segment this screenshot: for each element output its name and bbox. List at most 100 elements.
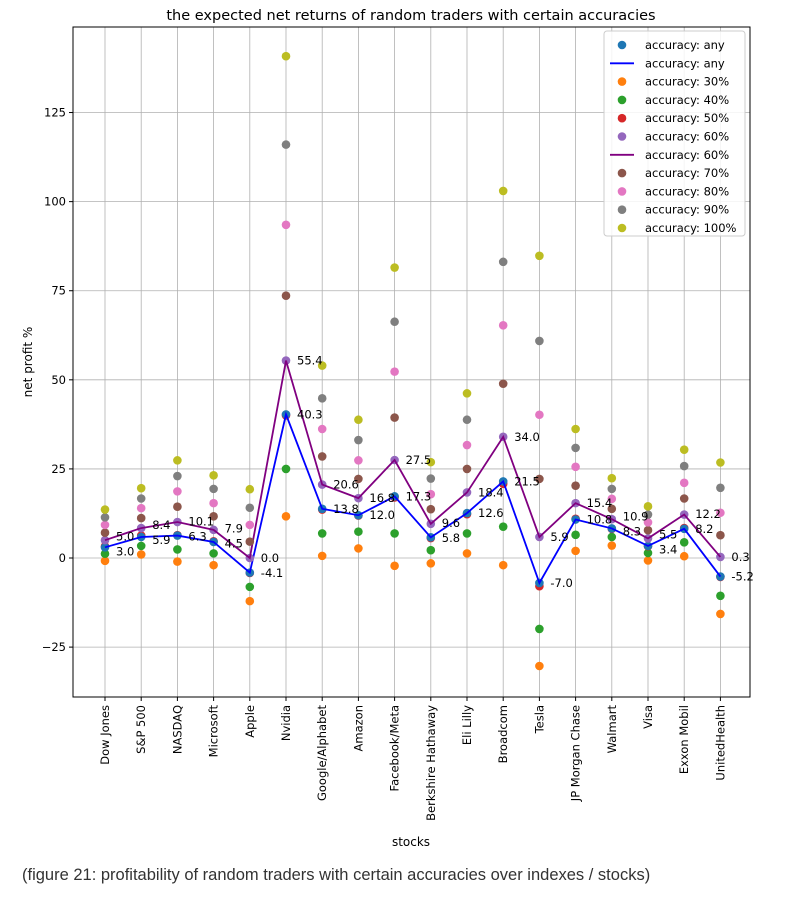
data-point [209, 471, 218, 480]
data-label: 0.0 [261, 551, 279, 565]
data-point [607, 484, 617, 494]
data-point [281, 140, 291, 149]
data-label: 12.2 [695, 507, 721, 521]
data-label: 5.9 [550, 530, 568, 544]
data-point [390, 263, 399, 272]
x-tick-label: Exxon Mobil [677, 705, 691, 774]
series-line [104, 411, 722, 586]
legend-marker-swatch [617, 223, 627, 233]
data-point [426, 457, 436, 467]
data-point [571, 481, 580, 490]
data-label: 3.0 [116, 544, 134, 558]
legend-entry: accuracy: 60% [645, 148, 729, 162]
data-label: 21.5 [514, 474, 540, 488]
data-point [462, 464, 472, 474]
data-point [716, 458, 725, 467]
figure-caption: (figure 21: profitability of random trad… [22, 866, 651, 884]
data-point [607, 504, 617, 514]
data-point [100, 513, 110, 522]
data-point [390, 367, 399, 376]
y-tick-label: 125 [44, 106, 66, 120]
data-label: 12.6 [478, 506, 504, 520]
legend-entry: accuracy: 100% [645, 221, 737, 235]
x-tick-label: Apple [243, 705, 257, 738]
data-point [136, 550, 146, 559]
data-point [607, 494, 617, 504]
data-point [535, 410, 544, 420]
x-axis-label: stocks [392, 835, 430, 849]
grid [73, 27, 750, 697]
data-label: 27.5 [406, 453, 432, 467]
data-label: 10.8 [587, 513, 613, 527]
series-line [104, 360, 722, 560]
x-tick-label: Walmart [605, 705, 619, 754]
x-tick-label: Google/Alphabet [315, 705, 329, 802]
data-label: 5.5 [659, 528, 677, 542]
data-point [245, 596, 255, 606]
data-point [209, 549, 218, 558]
data-point [716, 508, 725, 518]
data-point [281, 220, 291, 230]
data-point [643, 525, 653, 535]
legend-box [603, 30, 746, 237]
data-point [643, 556, 653, 565]
data-label: 20.6 [333, 478, 359, 492]
data-label: 18.4 [478, 485, 504, 499]
legend-entry: accuracy: 50% [645, 111, 729, 125]
data-label: 5.9 [152, 533, 170, 547]
data-point [716, 530, 725, 540]
data-point [426, 474, 436, 483]
x-tick-label: Amazon [351, 705, 365, 751]
data-label: 13.8 [333, 502, 359, 516]
data-point [209, 560, 218, 570]
data-point [390, 561, 399, 571]
x-tick-label: Facebook/Meta [388, 705, 402, 791]
x-tick-label: Visa [641, 705, 655, 729]
data-point [281, 51, 291, 61]
y-tick-label: 75 [51, 284, 66, 298]
data-point [281, 291, 291, 301]
data-label: 7.9 [225, 521, 243, 535]
legend-entry: accuracy: 40% [645, 93, 729, 107]
data-point [173, 456, 182, 465]
data-point [136, 483, 146, 493]
legend-entry: accuracy: 90% [645, 203, 729, 217]
data-point [498, 320, 508, 330]
data-label: 55.4 [297, 354, 323, 368]
data-point [354, 474, 363, 484]
x-tick-label: Eli Lilly [460, 705, 474, 745]
data-point [679, 494, 689, 503]
data-point [607, 532, 617, 542]
data-point [498, 560, 508, 570]
data-label: 3.4 [659, 543, 677, 557]
data-label: 8.4 [152, 518, 170, 532]
data-point [498, 522, 508, 531]
data-point [354, 527, 363, 536]
data-point [136, 513, 146, 523]
data-label: 34.0 [514, 430, 540, 444]
data-point [390, 317, 399, 327]
data-point [100, 505, 110, 514]
data-label: 16.8 [369, 491, 395, 505]
data-point [535, 624, 544, 634]
data-point [281, 464, 291, 474]
legend-entry: accuracy: 80% [645, 184, 729, 198]
y-tick-label: 100 [44, 195, 66, 209]
data-point [607, 541, 617, 550]
data-label: 9.6 [442, 516, 460, 530]
legend-entry: accuracy: any [645, 38, 725, 52]
data-point [317, 551, 327, 561]
data-point [245, 582, 255, 592]
data-point [679, 461, 689, 471]
axes: Dow Jones S&P 500 NASDAQ Microsoft Apple Nvid… [42, 106, 728, 821]
data-point [643, 548, 653, 558]
legend-entry: accuracy: any [645, 56, 725, 70]
legend-marker-swatch [617, 77, 627, 86]
x-tick-label: Microsoft [207, 705, 221, 758]
y-tick-label: 50 [51, 373, 66, 387]
data-point [136, 541, 146, 551]
data-point [245, 484, 255, 494]
legend-entry: accuracy: 60% [645, 130, 729, 144]
data-point [679, 445, 689, 454]
data-point [535, 661, 544, 671]
